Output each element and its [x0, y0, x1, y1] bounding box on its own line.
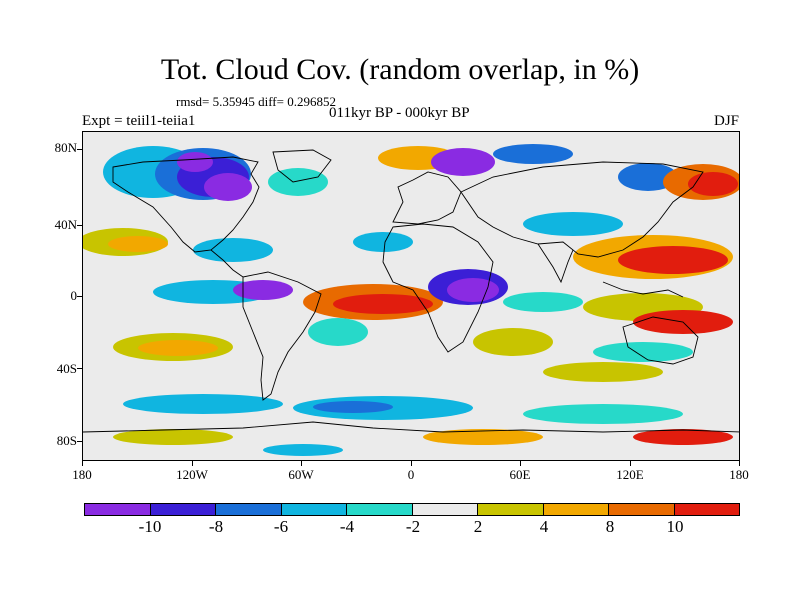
patch-southernocean-cyan-1: [123, 394, 283, 414]
period-label: 011kyr BP - 000kyr BP: [329, 105, 470, 121]
colorbar-bin: [412, 504, 478, 515]
colorbar-label: -4: [339, 517, 355, 536]
lon-tickmark: [192, 461, 193, 466]
patch-sahara-cyan: [353, 232, 413, 252]
rmsd-diff-stats: rmsd= 5.35945 diff= 0.296852: [176, 94, 336, 109]
patch-arctic-purple: [177, 152, 213, 172]
patch-eastasia-blue: [618, 163, 678, 191]
map-canvas: [83, 132, 739, 460]
patch-spacific-orange: [138, 340, 218, 356]
patch-asia-cyan: [523, 212, 623, 236]
lat-tickmark: [77, 225, 82, 226]
coastline-maritime: [602, 281, 684, 298]
lat-tickmark: [77, 441, 82, 442]
patch-eqpacific-purple: [233, 280, 293, 300]
patch-southafrica-yellow: [473, 328, 553, 356]
lon-tick-label: 180: [729, 467, 749, 482]
lat-tick-label: 0: [70, 288, 78, 303]
lon-tick-label: 60E: [509, 467, 531, 482]
coastline-europe: [392, 171, 462, 225]
colorbar-bin: [609, 504, 675, 515]
colorbar-label: 10: [666, 517, 684, 536]
lon-tickmark: [630, 461, 631, 466]
coastline-north-america: [112, 156, 260, 253]
coastline-central-america: [210, 249, 244, 278]
patch-npacific-red: [688, 172, 738, 196]
patch-africa-purple: [447, 278, 499, 302]
patch-southernocean-blue: [313, 401, 393, 413]
colorbar-label: 2: [473, 517, 483, 536]
lat-tickmark: [77, 368, 82, 369]
lat-tickmark: [77, 149, 82, 150]
coastline-asia: [460, 161, 704, 258]
colorbar: [84, 503, 740, 516]
lon-tick-label: 120E: [616, 467, 644, 482]
colorbar-label: -10: [138, 517, 162, 536]
coastline-africa: [382, 223, 494, 353]
colorbar-bin: [216, 504, 282, 515]
lat-tick-label: 80N: [54, 140, 77, 155]
lon-tickmark: [301, 461, 302, 466]
colorbar-bin: [674, 504, 739, 515]
coastline-south-america: [242, 271, 322, 401]
colorbar-label: -6: [273, 517, 289, 536]
patch-siberia-purple: [431, 148, 495, 176]
colorbar-bin: [543, 504, 609, 515]
coastline-india: [537, 243, 574, 284]
patch-southernocean-teal: [523, 404, 683, 424]
lat-tickmark: [77, 296, 82, 297]
anomaly-patches: [83, 144, 739, 456]
lat-tick-label: 40S: [56, 361, 77, 376]
season-label: DJF: [713, 113, 739, 129]
lon-tickmark: [739, 461, 740, 466]
lon-tick-label: 180: [72, 467, 92, 482]
coastlines: [83, 149, 739, 433]
lon-tick-label: 0: [407, 467, 415, 482]
colorbar-label: -8: [208, 517, 224, 536]
lat-tick-label: 80S: [56, 433, 77, 448]
coastline-antarctica: [83, 421, 739, 433]
patch-pacific-orange: [108, 236, 168, 252]
patch-antarctic-red: [633, 429, 733, 445]
patch-antarctic-yellow-1: [113, 429, 233, 445]
patch-antarctic-orange: [423, 429, 543, 445]
patch-midlat-cyan: [193, 238, 273, 262]
lat-tick-label: 40N: [54, 217, 77, 232]
patch-sindian-teal: [593, 342, 693, 362]
patch-indianocean-teal: [503, 292, 583, 312]
lon-tickmark: [520, 461, 521, 466]
colorbar-bin: [85, 504, 151, 515]
cloud-cover-map: [82, 131, 740, 461]
colorbar-label: -2: [405, 517, 421, 536]
patch-atlantic-north-teal: [268, 168, 328, 196]
colorbar-label: 4: [539, 517, 549, 536]
lon-tick-label: 60W: [288, 467, 314, 482]
colorbar-label: 8: [605, 517, 615, 536]
patch-antarctic-cyan: [263, 444, 343, 456]
colorbar-bin: [478, 504, 544, 515]
coastline-greenland: [272, 149, 332, 183]
colorbar-bin: [347, 504, 413, 515]
lon-tick-label: 120W: [176, 467, 208, 482]
patch-sindian-yellow: [543, 362, 663, 382]
lon-tickmark: [411, 461, 412, 466]
patch-siberia-blue: [493, 144, 573, 164]
colorbar-bin: [281, 504, 347, 515]
patch-satlantic-teal: [308, 318, 368, 346]
patch-canada-purple: [204, 173, 252, 201]
plot-title: Tot. Cloud Cov. (random overlap, in %): [160, 53, 640, 86]
patch-amazon-red: [333, 294, 433, 314]
experiment-label: Expt = teiil1-teiia1: [82, 113, 196, 129]
colorbar-bin: [150, 504, 216, 515]
lon-tickmark: [82, 461, 83, 466]
patch-westpacific-red: [618, 246, 728, 274]
coastline-australia: [622, 316, 699, 365]
